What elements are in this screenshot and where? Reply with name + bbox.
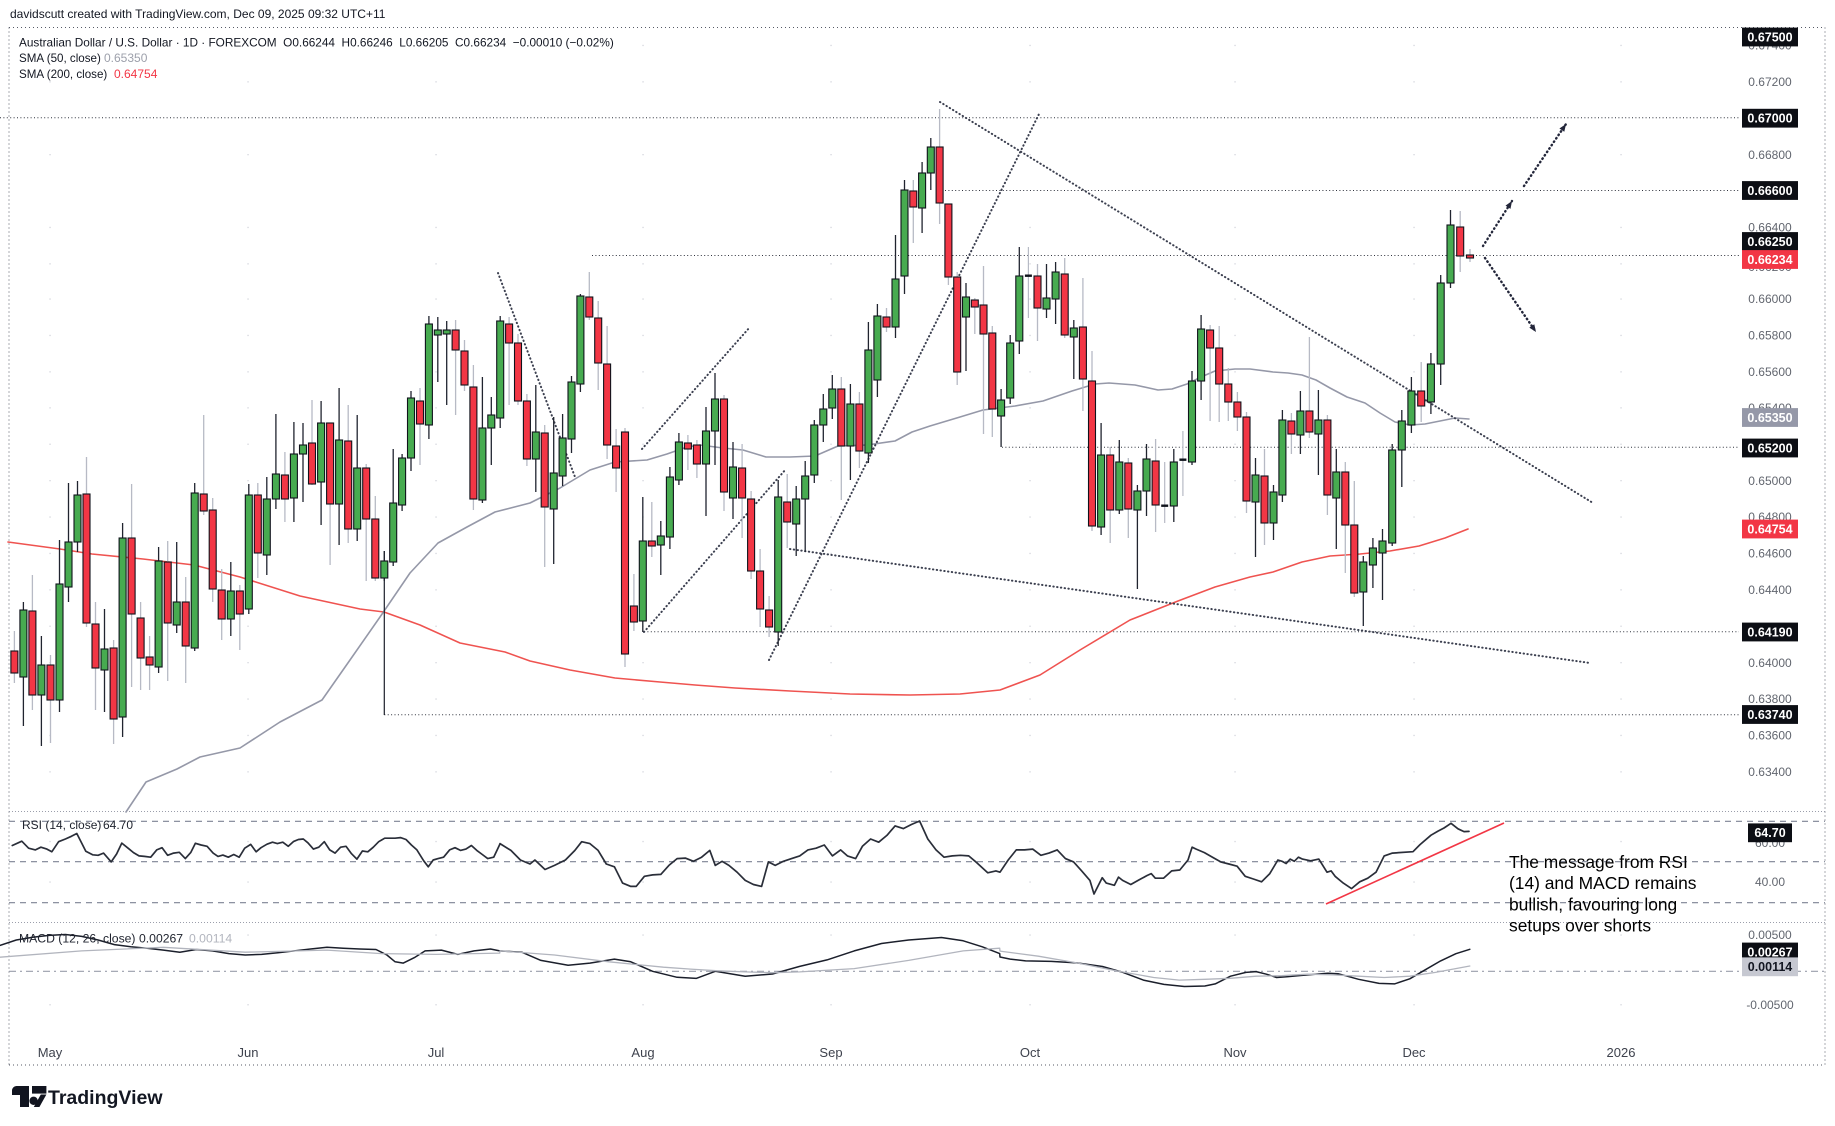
svg-text:0.67500: 0.67500	[1747, 30, 1792, 44]
svg-text:0.65200: 0.65200	[1747, 441, 1792, 455]
svg-text:0.00267: 0.00267	[139, 932, 183, 946]
svg-text:SMA (200, close): SMA (200, close)	[19, 68, 107, 81]
svg-text:0.64190: 0.64190	[1747, 625, 1792, 639]
svg-text:The message from RSI: The message from RSI	[1509, 852, 1688, 872]
svg-text:0.00114: 0.00114	[189, 932, 232, 946]
svg-text:setups over shorts: setups over shorts	[1509, 916, 1651, 936]
svg-text:0.64754: 0.64754	[114, 67, 158, 81]
svg-text:0.66234: 0.66234	[1747, 253, 1792, 267]
svg-text:2026: 2026	[1607, 1045, 1636, 1060]
svg-text:0.65800: 0.65800	[1748, 329, 1792, 343]
svg-text:Nov: Nov	[1223, 1045, 1247, 1060]
svg-text:RSI (14, close): RSI (14, close)	[22, 818, 101, 832]
svg-text:SMA (50, close): SMA (50, close)	[19, 52, 101, 65]
svg-text:(14) and MACD remains: (14) and MACD remains	[1509, 873, 1697, 893]
svg-text:0.66800: 0.66800	[1748, 148, 1792, 162]
svg-text:bullish, favouring long: bullish, favouring long	[1509, 894, 1677, 914]
svg-text:0.64400: 0.64400	[1748, 583, 1792, 597]
svg-text:0.64754: 0.64754	[1747, 522, 1792, 536]
svg-text:64.70: 64.70	[1754, 826, 1785, 840]
svg-text:Jul: Jul	[428, 1045, 445, 1060]
svg-text:0.66250: 0.66250	[1747, 235, 1792, 249]
svg-text:0.64000: 0.64000	[1748, 656, 1792, 670]
svg-text:TradingView: TradingView	[48, 1087, 163, 1109]
svg-text:40.00: 40.00	[1755, 875, 1785, 889]
svg-text:0.67200: 0.67200	[1748, 75, 1792, 89]
svg-text:0.67000: 0.67000	[1747, 112, 1792, 126]
svg-text:May: May	[38, 1045, 63, 1060]
svg-text:Dec: Dec	[1402, 1045, 1426, 1060]
svg-text:Oct: Oct	[1020, 1045, 1041, 1060]
svg-text:0.66600: 0.66600	[1747, 184, 1792, 198]
svg-text:0.66000: 0.66000	[1748, 292, 1792, 306]
svg-text:Sep: Sep	[819, 1045, 842, 1060]
svg-text:0.00500: 0.00500	[1748, 928, 1792, 942]
svg-text:0.65600: 0.65600	[1748, 365, 1792, 379]
svg-text:0.65000: 0.65000	[1748, 474, 1792, 488]
svg-text:0.63800: 0.63800	[1748, 692, 1792, 706]
svg-text:0.65350: 0.65350	[1747, 411, 1792, 425]
svg-text:0.65350: 0.65350	[104, 51, 148, 65]
svg-text:0.64600: 0.64600	[1748, 547, 1792, 561]
svg-text:0.63400: 0.63400	[1748, 765, 1792, 779]
svg-text:0.00114: 0.00114	[1748, 960, 1793, 974]
svg-text:0.66400: 0.66400	[1748, 221, 1792, 235]
svg-text:Aug: Aug	[631, 1045, 654, 1060]
svg-text:0.63600: 0.63600	[1748, 729, 1792, 743]
svg-text:0.00267: 0.00267	[1747, 945, 1792, 959]
svg-text:Australian Dollar / U.S. Dolla: Australian Dollar / U.S. Dollar · 1D · F…	[19, 36, 614, 50]
svg-text:MACD (12, 26, close): MACD (12, 26, close)	[19, 932, 136, 946]
svg-text:davidscutt created with Tradin: davidscutt created with TradingView.com,…	[10, 7, 386, 21]
svg-text:64.70: 64.70	[103, 818, 133, 832]
svg-text:Jun: Jun	[238, 1045, 259, 1060]
svg-text:-0.00500: -0.00500	[1746, 998, 1794, 1012]
svg-text:0.63740: 0.63740	[1747, 708, 1792, 722]
